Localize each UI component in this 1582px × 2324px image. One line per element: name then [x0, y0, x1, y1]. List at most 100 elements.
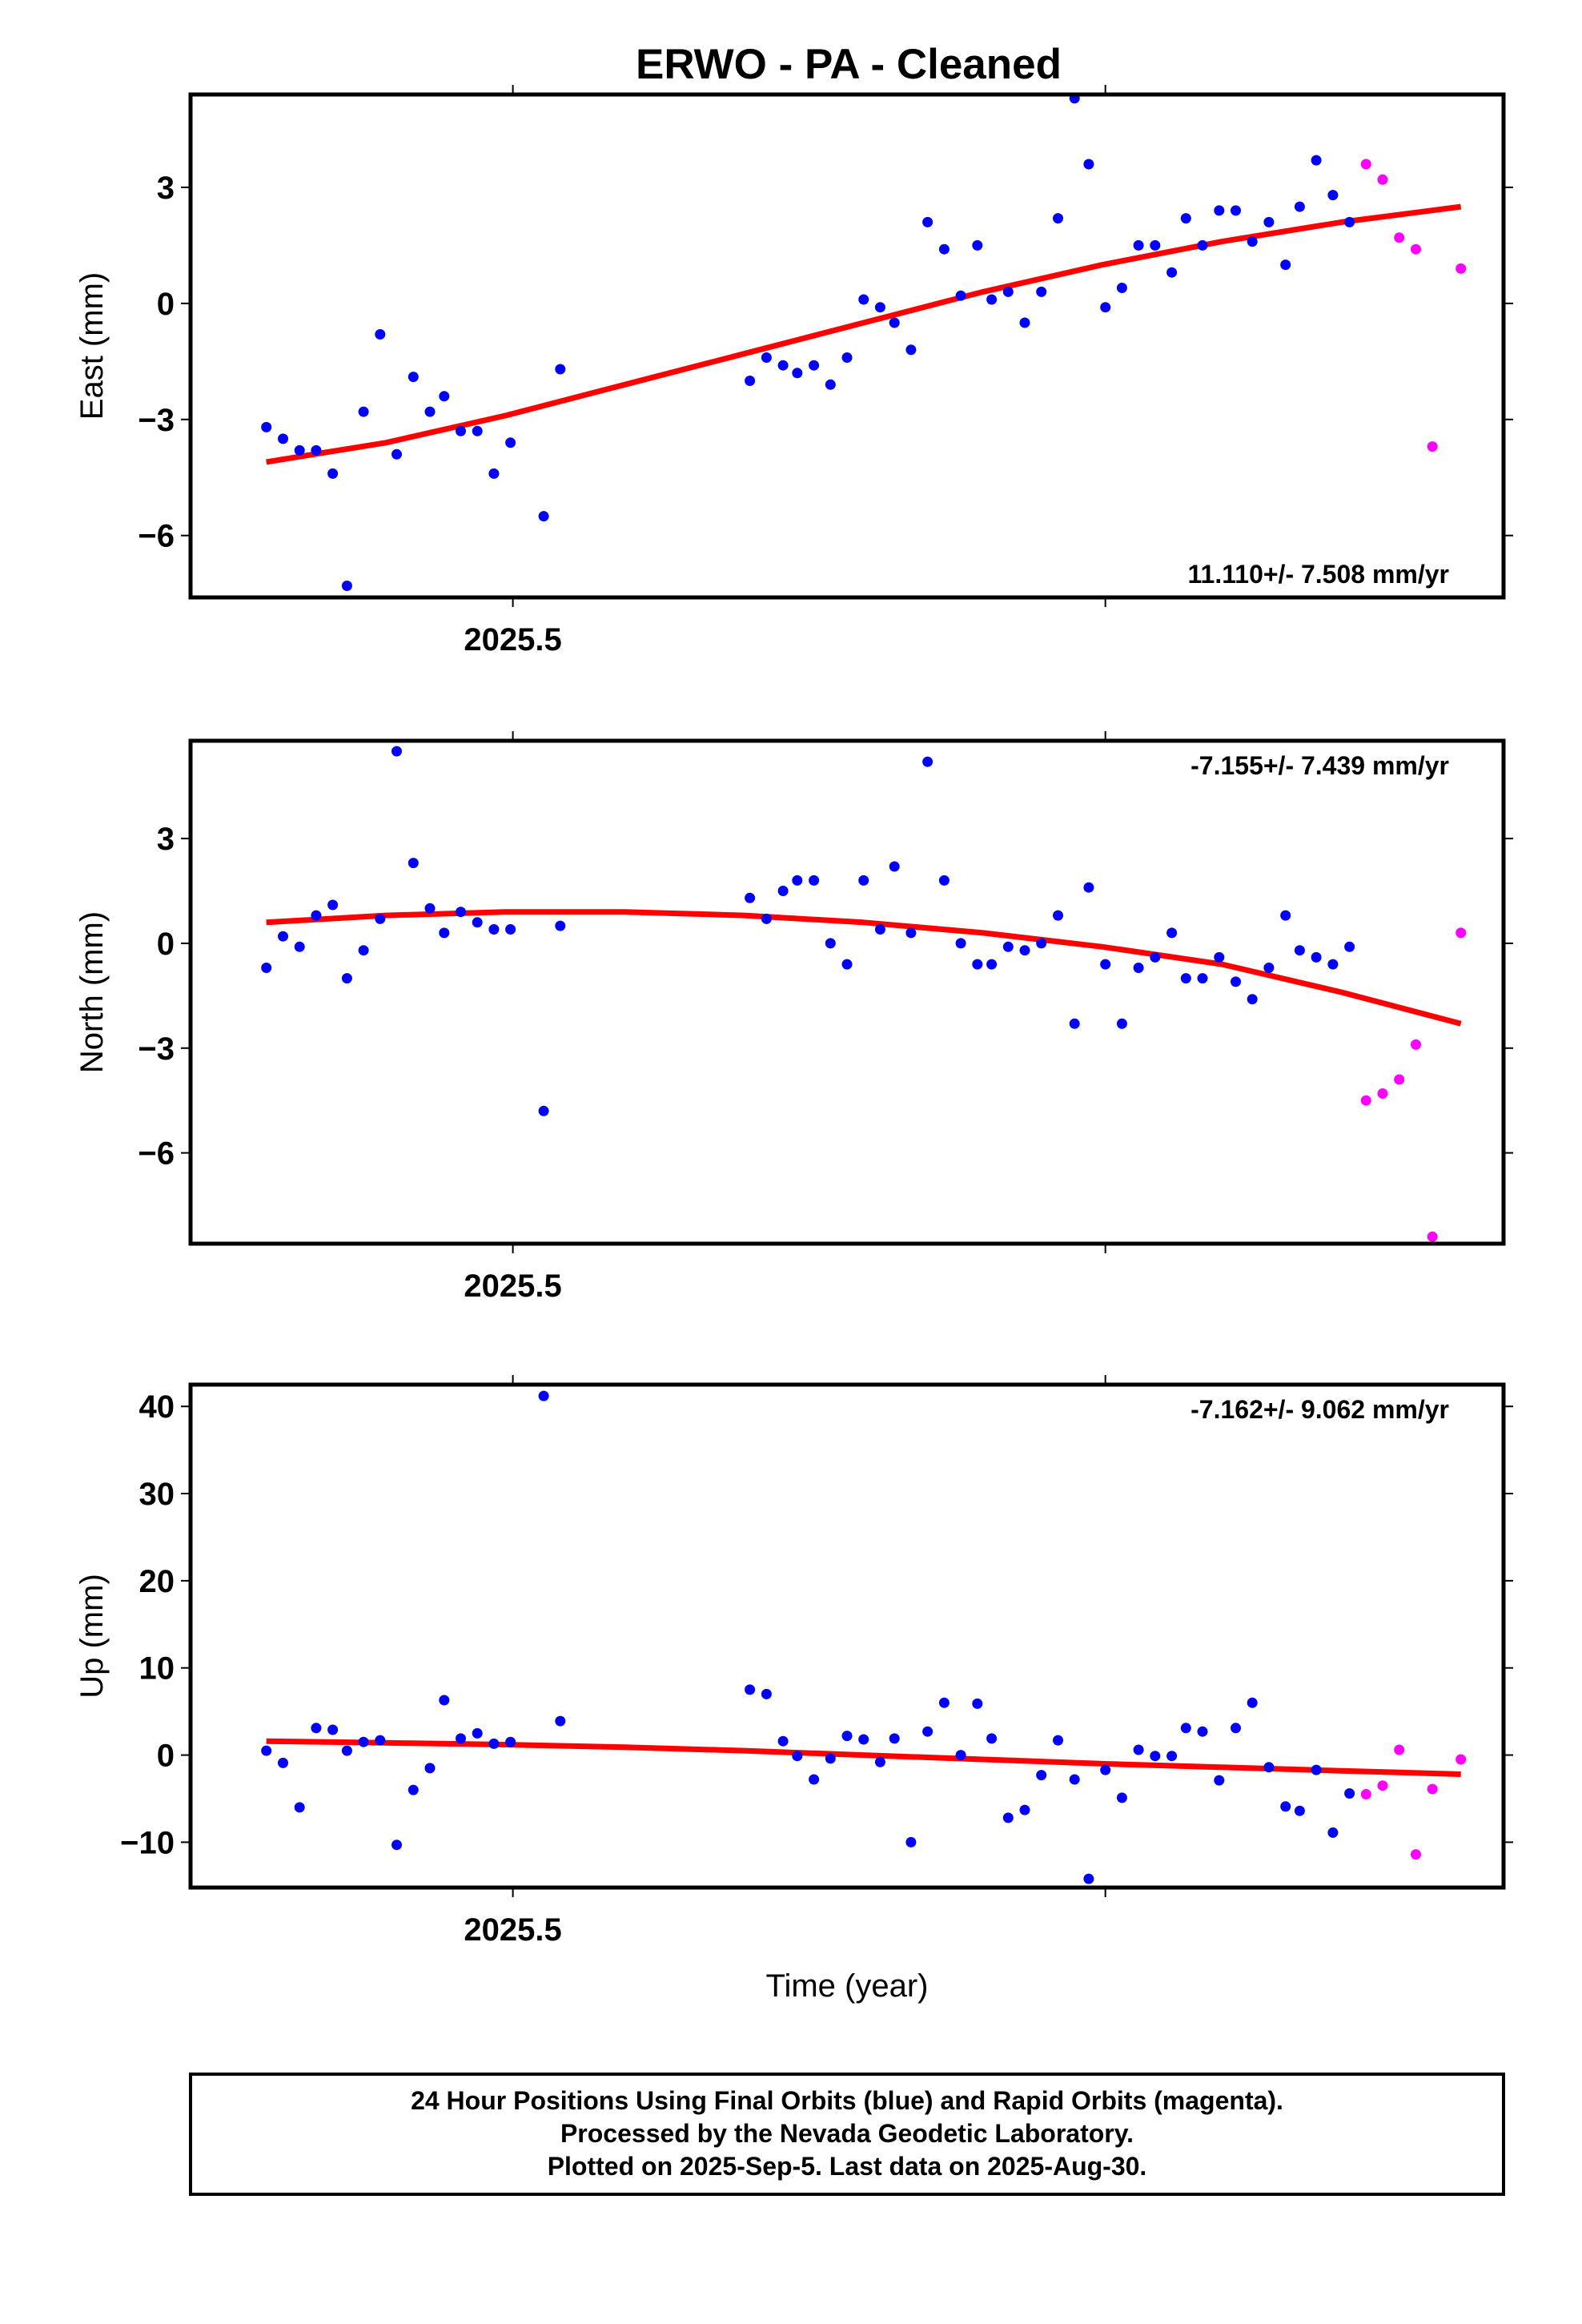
rapid-orbit-point [1377, 1780, 1388, 1791]
final-orbit-point [456, 1733, 466, 1744]
y-tick-label: 0 [157, 927, 175, 962]
final-orbit-point [311, 1723, 322, 1734]
y-axis-label: Up (mm) [74, 1574, 110, 1699]
rapid-orbit-point [1456, 263, 1467, 274]
final-orbit-point [1100, 302, 1111, 313]
final-orbit-point [825, 1753, 836, 1764]
final-orbit-point [424, 1763, 436, 1774]
rapid-orbit-point [1427, 441, 1438, 452]
rapid-orbit-point [1456, 927, 1467, 939]
final-orbit-point [439, 391, 450, 402]
final-orbit-point [261, 1745, 272, 1756]
final-orbit-point [889, 1733, 900, 1744]
final-orbit-point [488, 468, 500, 479]
rapid-orbit-point [1411, 1849, 1421, 1860]
final-orbit-point [327, 1724, 339, 1735]
y-axis-label: North (mm) [74, 911, 110, 1073]
final-orbit-point [472, 917, 483, 928]
panel-east: −6 −3 0 3 2025.5 East (mm) 11.110+/- 7.508 mm/… [74, 85, 1513, 657]
final-orbit-point [1263, 1762, 1275, 1773]
final-orbit-point [1150, 239, 1161, 251]
final-orbit-point [1053, 213, 1063, 224]
final-orbit-point [1294, 201, 1305, 212]
final-orbit-point [1002, 941, 1014, 952]
final-orbit-point [972, 1698, 983, 1709]
final-orbit-point [1133, 1744, 1144, 1755]
final-orbit-point [1311, 951, 1322, 963]
final-orbit-point [555, 920, 566, 931]
final-orbit-point [488, 924, 500, 935]
final-orbit-point [1231, 205, 1241, 216]
y-tick-label: 0 [157, 287, 175, 322]
final-orbit-point [972, 239, 983, 251]
final-orbit-point [505, 924, 516, 935]
final-orbit-point [1002, 286, 1014, 297]
final-orbit-point [1083, 882, 1094, 893]
fit-line [266, 1738, 1461, 1777]
final-orbit-point [1002, 1812, 1014, 1823]
panel-frame [188, 738, 1506, 1246]
final-orbit-point [424, 903, 436, 914]
plot-area [261, 1390, 1467, 1884]
final-orbit-point [261, 421, 272, 432]
final-orbit-point [358, 945, 369, 956]
panel-frame [188, 1382, 1506, 1890]
final-orbit-point [341, 973, 352, 984]
final-orbit-point [424, 406, 436, 417]
final-orbit-point [1116, 1018, 1127, 1029]
footer-box: 24 Hour Positions Using Final Orbits (bl… [189, 2073, 1505, 2196]
final-orbit-point [408, 372, 419, 383]
final-orbit-point [986, 959, 998, 970]
final-orbit-point [538, 1390, 549, 1401]
rapid-orbit-point [1394, 232, 1405, 243]
final-orbit-point [1116, 283, 1127, 293]
y-tick-label: −6 [138, 519, 175, 554]
final-orbit-point [278, 433, 288, 444]
final-orbit-point [1133, 239, 1144, 251]
final-orbit-point [761, 1688, 772, 1699]
y-tick-label: −6 [138, 1136, 175, 1172]
final-orbit-point [1180, 1723, 1191, 1734]
final-orbit-point [1344, 216, 1355, 227]
rapid-orbit-point [1427, 1783, 1438, 1795]
final-orbit-point [1150, 951, 1161, 963]
final-orbit-point [825, 379, 836, 390]
final-orbit-point [456, 907, 466, 918]
final-orbit-point [972, 959, 983, 970]
final-orbit-point [1036, 286, 1047, 297]
x-tick-label: 2025.5 [464, 1269, 561, 1304]
final-orbit-point [1344, 941, 1355, 952]
rapid-orbit-point [1360, 1789, 1371, 1799]
final-orbit-point [1214, 205, 1225, 216]
rapid-orbit-point [1377, 1088, 1388, 1099]
final-orbit-point [391, 746, 402, 757]
y-tick-label: 3 [157, 171, 175, 206]
final-orbit-point [841, 1731, 853, 1742]
rapid-orbit-point [1456, 1754, 1467, 1765]
final-orbit-point [1247, 1697, 1258, 1708]
final-orbit-point [1344, 1788, 1355, 1799]
y-tick-label: −3 [138, 1031, 175, 1067]
final-orbit-point [538, 1105, 549, 1116]
footer-line-1: 24 Hour Positions Using Final Orbits (bl… [411, 2086, 1283, 2115]
final-orbit-point [375, 329, 386, 340]
final-orbit-point [488, 1738, 500, 1749]
final-orbit-point [825, 938, 836, 949]
y-tick-label: −3 [138, 403, 175, 438]
final-orbit-point [1231, 1723, 1241, 1734]
final-orbit-point [1100, 1764, 1111, 1775]
final-orbit-point [1150, 1751, 1161, 1762]
x-axis-label: Time (year) [766, 1968, 929, 2004]
final-orbit-point [472, 1727, 483, 1739]
final-orbit-point [745, 1684, 756, 1695]
final-orbit-point [1280, 259, 1291, 271]
final-orbit-point [1166, 267, 1178, 278]
final-orbit-point [745, 892, 756, 903]
final-orbit-point [809, 875, 820, 886]
final-orbit-point [294, 1802, 305, 1813]
rapid-orbit-point [1394, 1744, 1405, 1755]
rate-label: -7.162+/- 9.062 mm/yr [1191, 1395, 1449, 1424]
final-orbit-point [1294, 945, 1305, 956]
footer-line-3: Plotted on 2025-Sep-5. Last data on 2025… [548, 2152, 1147, 2181]
final-orbit-point [889, 317, 900, 328]
